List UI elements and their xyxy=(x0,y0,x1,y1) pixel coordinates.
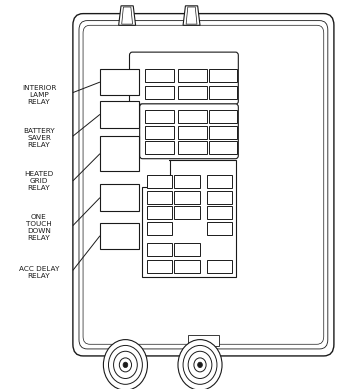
Circle shape xyxy=(108,345,142,384)
Circle shape xyxy=(194,358,206,372)
Text: 7: 7 xyxy=(157,193,162,202)
Bar xyxy=(146,191,172,204)
Circle shape xyxy=(103,340,147,389)
Circle shape xyxy=(188,351,212,378)
Text: 8: 8 xyxy=(157,208,162,217)
Text: FUSE1: FUSE1 xyxy=(150,74,169,78)
Bar xyxy=(209,110,237,123)
Text: 16: 16 xyxy=(187,143,197,152)
Bar xyxy=(146,206,172,219)
FancyBboxPatch shape xyxy=(129,52,238,104)
Circle shape xyxy=(183,345,217,384)
Bar xyxy=(178,86,206,98)
Bar xyxy=(146,222,172,235)
Text: 26: 26 xyxy=(218,143,228,152)
Bar xyxy=(100,101,139,128)
Polygon shape xyxy=(119,6,136,25)
Circle shape xyxy=(198,362,202,368)
Bar xyxy=(175,260,200,273)
Text: 23: 23 xyxy=(218,88,228,97)
Text: BATTERY
SAVER
RELAY: BATTERY SAVER RELAY xyxy=(23,128,55,148)
Text: 5: 5 xyxy=(157,143,162,152)
Text: 13: 13 xyxy=(187,88,197,97)
Bar xyxy=(188,335,219,346)
Text: 28: 28 xyxy=(215,193,224,202)
Polygon shape xyxy=(122,7,133,24)
Bar xyxy=(100,184,139,211)
Text: ACC DELAY
RELAY: ACC DELAY RELAY xyxy=(19,266,59,279)
Bar xyxy=(207,222,233,235)
Bar xyxy=(145,126,174,139)
Text: 27: 27 xyxy=(215,177,224,186)
Text: 6: 6 xyxy=(157,177,162,186)
Text: 29: 29 xyxy=(215,208,224,217)
Bar xyxy=(209,126,237,139)
Text: INTERIOR
LAMP
RELAY: INTERIOR LAMP RELAY xyxy=(22,85,56,105)
Bar xyxy=(209,69,237,82)
Bar xyxy=(146,244,172,256)
Text: 31: 31 xyxy=(215,262,224,271)
Bar xyxy=(209,86,237,98)
Text: HEATED
GRID
RELAY: HEATED GRID RELAY xyxy=(24,171,54,191)
Bar xyxy=(145,110,174,123)
Text: 10: 10 xyxy=(155,245,164,254)
Bar xyxy=(207,175,233,188)
FancyBboxPatch shape xyxy=(83,25,324,344)
Text: 11: 11 xyxy=(155,262,164,271)
Bar xyxy=(178,141,206,154)
Bar xyxy=(145,141,174,154)
Text: 9: 9 xyxy=(157,224,162,233)
Text: 4: 4 xyxy=(157,128,162,137)
Bar xyxy=(175,244,200,256)
Bar xyxy=(178,110,206,123)
Text: 14: 14 xyxy=(187,112,197,121)
Text: 2: 2 xyxy=(157,88,162,97)
Bar xyxy=(207,206,233,219)
FancyBboxPatch shape xyxy=(73,14,334,356)
Polygon shape xyxy=(186,7,197,24)
Bar xyxy=(207,260,233,273)
Text: 30: 30 xyxy=(215,224,224,233)
Text: 22: 22 xyxy=(218,71,228,81)
Circle shape xyxy=(114,351,137,378)
Circle shape xyxy=(178,340,222,389)
Bar xyxy=(146,175,172,188)
Polygon shape xyxy=(142,160,236,277)
Text: ONE
TOUCH
DOWN
RELAY: ONE TOUCH DOWN RELAY xyxy=(26,214,52,241)
Circle shape xyxy=(119,358,132,372)
Bar xyxy=(146,260,172,273)
Text: 24: 24 xyxy=(218,112,228,121)
Bar xyxy=(175,191,200,204)
Text: 3: 3 xyxy=(157,112,162,121)
Bar xyxy=(178,69,206,82)
Bar xyxy=(209,141,237,154)
Text: 21: 21 xyxy=(182,262,192,271)
Text: 12: 12 xyxy=(187,71,197,81)
Bar xyxy=(100,69,139,95)
Bar xyxy=(175,206,200,219)
FancyBboxPatch shape xyxy=(79,21,328,349)
Polygon shape xyxy=(183,6,200,25)
Circle shape xyxy=(123,362,128,368)
Bar xyxy=(145,69,174,82)
Bar xyxy=(100,136,139,171)
Bar xyxy=(145,86,174,98)
Bar xyxy=(207,191,233,204)
Text: 18: 18 xyxy=(182,193,192,202)
Bar xyxy=(100,223,139,249)
Text: 19: 19 xyxy=(182,208,192,217)
Text: 25: 25 xyxy=(218,128,228,137)
Text: 20: 20 xyxy=(182,245,192,254)
Bar xyxy=(175,175,200,188)
FancyBboxPatch shape xyxy=(140,104,238,159)
Bar xyxy=(178,126,206,139)
Text: 15: 15 xyxy=(187,128,197,137)
Text: 17: 17 xyxy=(182,177,192,186)
